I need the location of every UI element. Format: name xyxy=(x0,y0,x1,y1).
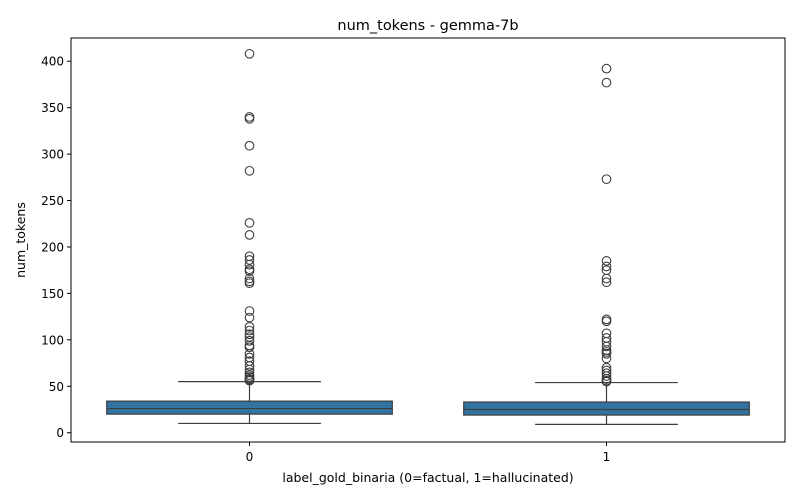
outlier-point xyxy=(601,314,612,325)
outlier-point xyxy=(601,174,612,185)
outlier-point xyxy=(601,353,612,364)
outlier-point xyxy=(601,371,612,381)
plot-frame xyxy=(70,37,786,443)
plot-area xyxy=(106,48,750,425)
box-group-1 xyxy=(463,63,750,425)
outlier-point xyxy=(244,325,255,336)
y-tick-label: 50 xyxy=(49,380,64,394)
outlier-point xyxy=(244,348,255,359)
outlier-point xyxy=(244,321,255,332)
y-tick-label: 200 xyxy=(41,240,64,254)
outlier-point xyxy=(244,360,255,371)
x-tick-label: 0 xyxy=(246,450,254,464)
outlier-point xyxy=(244,230,255,240)
y-tick-label: 100 xyxy=(41,333,64,347)
y-tick-label: 150 xyxy=(41,287,64,301)
outlier-point xyxy=(244,266,255,276)
outlier-point xyxy=(244,342,255,353)
outlier-point xyxy=(244,165,255,176)
outlier-point xyxy=(601,63,612,74)
outlier-point xyxy=(244,113,255,124)
y-tick-label: 0 xyxy=(56,426,64,440)
outlier-point xyxy=(601,261,612,272)
outlier-point xyxy=(244,217,255,228)
outlier-point xyxy=(244,259,255,270)
outlier-point xyxy=(244,375,255,386)
outlier-point xyxy=(244,329,255,340)
chart-title: num_tokens - gemma-7b xyxy=(337,18,518,34)
box-iqr xyxy=(463,401,750,416)
outlier-point xyxy=(601,348,612,359)
y-tick-label: 350 xyxy=(41,101,64,115)
outlier-point xyxy=(244,112,255,122)
outlier-point xyxy=(601,77,612,88)
outlier-point xyxy=(244,306,255,316)
outlier-point xyxy=(244,255,255,265)
outlier-point xyxy=(244,364,255,375)
outlier-point xyxy=(244,273,255,284)
box-iqr xyxy=(106,400,393,415)
outlier-point xyxy=(601,277,612,288)
outlier-point xyxy=(244,312,255,323)
box-group-0 xyxy=(106,48,393,425)
y-tick-label: 400 xyxy=(41,55,64,69)
outlier-point xyxy=(601,376,612,387)
outlier-point xyxy=(244,335,255,346)
outlier-point xyxy=(601,316,612,327)
y-axis-title: num_tokens xyxy=(13,202,28,278)
x-axis-title: label_gold_binaria (0=factual, 1=halluci… xyxy=(282,470,573,485)
outlier-point xyxy=(601,273,612,284)
y-tick-label: 250 xyxy=(41,194,64,208)
axes: 0 50 100 150 200 250 300 350 400 0 1 xyxy=(41,55,610,464)
outlier-point xyxy=(601,256,612,266)
outlier-point xyxy=(244,278,255,289)
x-tick-label: 1 xyxy=(603,450,611,464)
outlier-point xyxy=(244,48,255,59)
y-tick-label: 300 xyxy=(41,148,64,162)
outlier-point xyxy=(601,341,612,352)
outlier-point xyxy=(244,140,255,151)
